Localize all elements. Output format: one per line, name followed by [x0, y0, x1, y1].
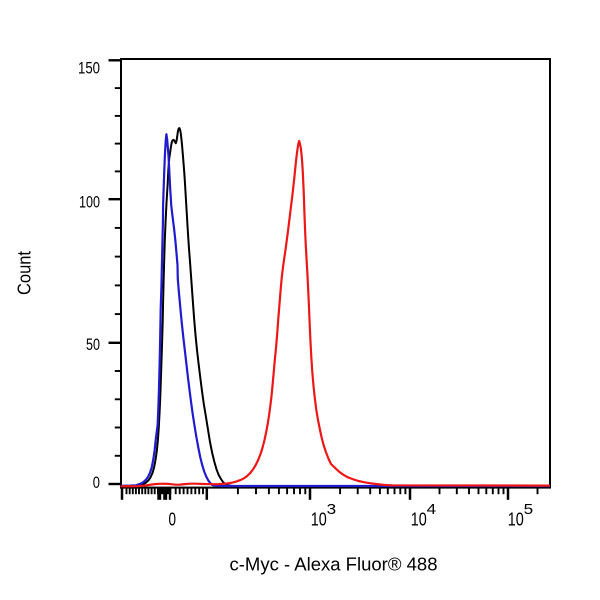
svg-text:10: 10 [508, 509, 524, 530]
svg-text:5: 5 [524, 501, 534, 518]
svg-text:3: 3 [327, 501, 337, 518]
svg-text:0: 0 [93, 473, 100, 492]
svg-text:100: 100 [79, 193, 100, 212]
svg-text:0: 0 [169, 509, 177, 530]
svg-text:10: 10 [411, 509, 427, 530]
svg-text:10: 10 [311, 509, 327, 530]
svg-text:c-Myc - Alexa Fluor® 488: c-Myc - Alexa Fluor® 488 [230, 554, 438, 575]
svg-text:50: 50 [86, 335, 100, 354]
svg-text:4: 4 [427, 501, 437, 518]
svg-text:Count: Count [14, 251, 35, 295]
svg-text:150: 150 [78, 59, 100, 78]
